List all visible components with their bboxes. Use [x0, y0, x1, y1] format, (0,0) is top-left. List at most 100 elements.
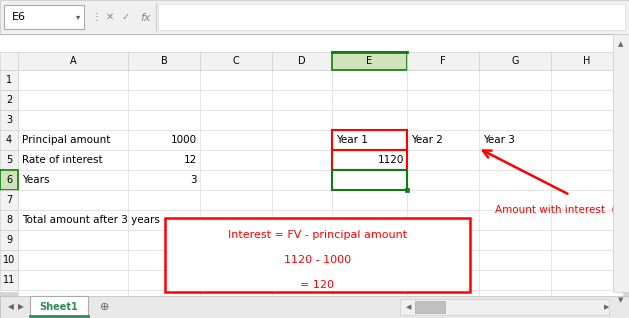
Bar: [551, 250, 623, 270]
Bar: [18, 52, 128, 70]
Bar: [200, 250, 272, 270]
Bar: [479, 250, 551, 270]
Text: 9: 9: [6, 235, 12, 245]
Text: Year 2: Year 2: [411, 135, 443, 145]
Bar: [407, 210, 479, 230]
Bar: [272, 70, 332, 90]
Bar: [200, 190, 272, 210]
Bar: [18, 150, 128, 170]
Bar: [332, 110, 407, 130]
Text: ▶: ▶: [18, 302, 24, 312]
Bar: [407, 150, 479, 170]
Text: E6: E6: [12, 12, 26, 22]
Text: ◀: ◀: [406, 304, 411, 310]
Text: 6: 6: [6, 175, 12, 185]
Text: ▲: ▲: [618, 41, 624, 47]
Bar: [0, 170, 18, 190]
Bar: [272, 210, 332, 230]
Bar: [200, 130, 272, 150]
Bar: [200, 90, 272, 110]
Bar: [551, 190, 623, 210]
Bar: [479, 270, 551, 290]
Bar: [479, 210, 551, 230]
Text: 7: 7: [6, 195, 12, 205]
Bar: [272, 190, 332, 210]
Bar: [479, 90, 551, 110]
Bar: [332, 150, 407, 170]
Bar: [0, 250, 18, 270]
Bar: [332, 150, 407, 170]
Bar: [128, 210, 200, 230]
Bar: [479, 110, 551, 130]
Bar: [158, 4, 625, 30]
Text: A: A: [70, 56, 76, 66]
Bar: [479, 290, 551, 310]
Bar: [18, 170, 128, 190]
Bar: [407, 70, 479, 90]
Bar: [479, 70, 551, 90]
Bar: [272, 110, 332, 130]
Bar: [18, 210, 128, 230]
Bar: [0, 130, 18, 150]
Bar: [551, 70, 623, 90]
Bar: [272, 250, 332, 270]
Text: fx: fx: [140, 13, 150, 23]
Text: 1000: 1000: [171, 135, 197, 145]
Text: 3: 3: [6, 115, 12, 125]
Text: 1120: 1120: [377, 155, 404, 165]
Text: 10: 10: [3, 255, 15, 265]
Bar: [272, 130, 332, 150]
Bar: [407, 170, 479, 190]
Bar: [332, 70, 407, 90]
Bar: [18, 230, 128, 250]
Bar: [332, 170, 407, 190]
Bar: [407, 250, 479, 270]
Text: 1: 1: [6, 75, 12, 85]
Bar: [128, 90, 200, 110]
Bar: [407, 190, 479, 210]
Bar: [551, 230, 623, 250]
Bar: [200, 210, 272, 230]
Bar: [128, 52, 200, 70]
Bar: [18, 270, 128, 290]
Bar: [407, 230, 479, 250]
Bar: [18, 290, 128, 310]
Text: ▶: ▶: [604, 304, 610, 310]
Bar: [0, 270, 18, 290]
Bar: [405, 188, 409, 192]
Bar: [200, 110, 272, 130]
Bar: [200, 230, 272, 250]
Text: 1120 - 1000: 1120 - 1000: [284, 255, 351, 265]
Text: 3: 3: [191, 175, 197, 185]
Text: Sheet1: Sheet1: [40, 302, 79, 312]
Text: D: D: [298, 56, 306, 66]
Text: Amount with interest  (FV): Amount with interest (FV): [495, 205, 629, 215]
Bar: [128, 150, 200, 170]
Text: E: E: [367, 56, 372, 66]
Bar: [551, 110, 623, 130]
Text: ◀: ◀: [8, 302, 14, 312]
Bar: [200, 70, 272, 90]
Bar: [272, 52, 332, 70]
Bar: [0, 70, 18, 90]
Text: H: H: [583, 56, 591, 66]
Bar: [200, 290, 272, 310]
Bar: [479, 190, 551, 210]
Bar: [479, 150, 551, 170]
Text: ▾: ▾: [76, 12, 80, 22]
Bar: [0, 110, 18, 130]
Bar: [332, 290, 407, 310]
Bar: [0, 150, 18, 170]
Bar: [551, 170, 623, 190]
Bar: [551, 150, 623, 170]
Bar: [551, 90, 623, 110]
Bar: [0, 190, 18, 210]
Text: 4: 4: [6, 135, 12, 145]
Bar: [479, 130, 551, 150]
Bar: [128, 250, 200, 270]
Bar: [128, 70, 200, 90]
Text: Year 1: Year 1: [336, 135, 368, 145]
Bar: [0, 52, 18, 70]
Bar: [128, 290, 200, 310]
Bar: [332, 190, 407, 210]
